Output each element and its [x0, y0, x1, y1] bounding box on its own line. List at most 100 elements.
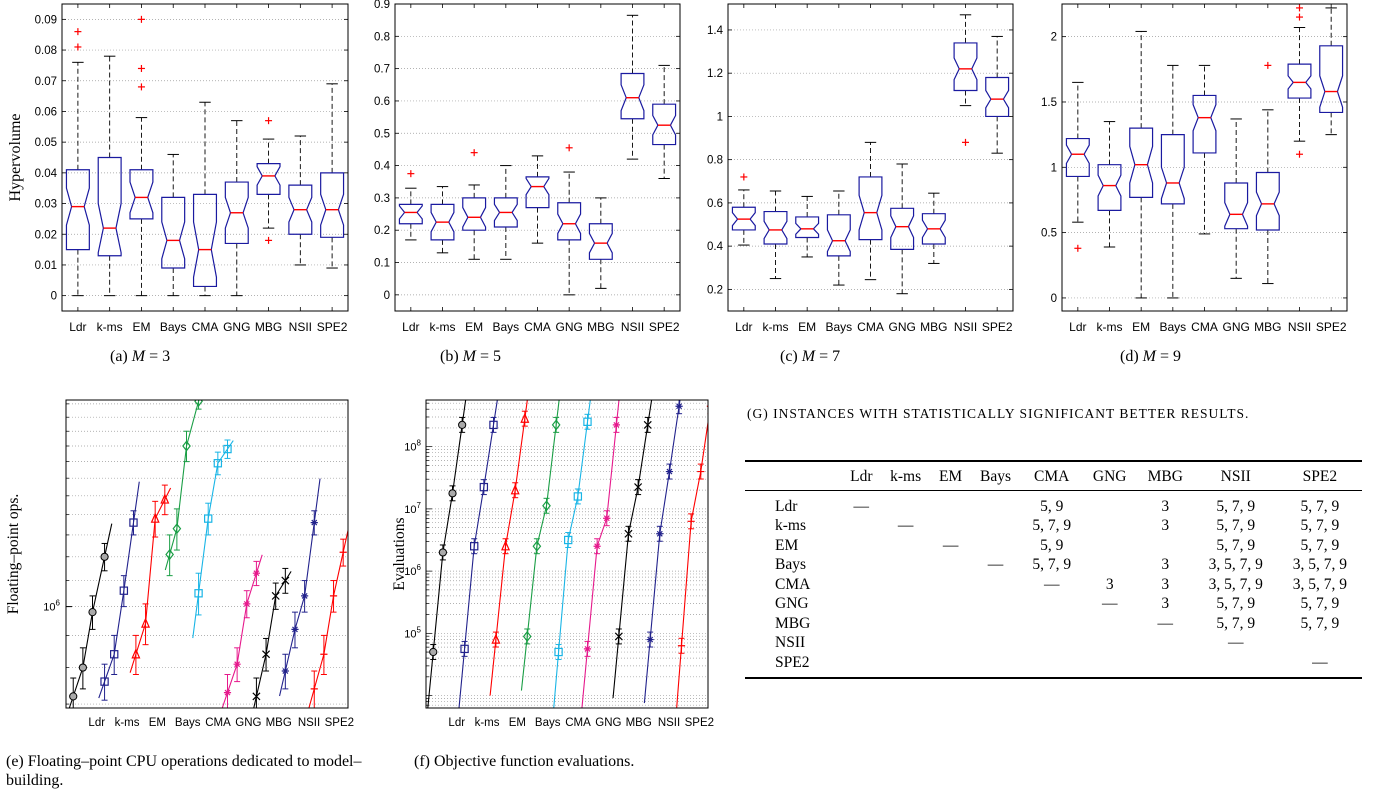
xtick-label: CMA	[857, 320, 884, 334]
xtick-label: k-ms	[115, 717, 140, 729]
point-NSII	[675, 402, 683, 410]
table-row: EM — 5, 9 5, 7, 9 5, 7, 9	[745, 536, 1362, 556]
table-cell	[931, 491, 970, 517]
column-header-k-ms: k-ms	[890, 468, 922, 485]
point-EM	[131, 648, 141, 659]
table-row: CMA — 3 3 3, 5, 7, 9 3, 5, 7, 9	[745, 575, 1362, 595]
point-MBG	[252, 692, 261, 701]
ytick-label: 108	[404, 439, 421, 454]
point-GNG	[252, 569, 261, 577]
ytick-label: 0.8	[707, 155, 723, 167]
point-MBG	[643, 420, 652, 429]
table-cell: —	[1043, 575, 1060, 593]
ytick-label: 0.08	[35, 45, 57, 57]
point-GNG	[612, 421, 621, 429]
table-cell	[880, 595, 931, 615]
xtick-label: Ldr	[448, 717, 465, 729]
table-cell: 5, 7, 9	[1300, 614, 1340, 632]
row-label: NSII	[775, 634, 806, 652]
table-cell	[1021, 614, 1083, 634]
box-GNG	[890, 207, 915, 250]
point-EM	[501, 540, 511, 551]
xtick-label: NSII	[621, 320, 644, 334]
table-header-row: Ldr k-ms EM Bays CMA GNG MBG NSII SPE2	[745, 461, 1362, 491]
box-NSII	[288, 184, 313, 235]
table-cell	[1083, 556, 1137, 576]
column-header-EM: EM	[938, 468, 963, 485]
xtick-label: EM	[1132, 320, 1150, 334]
point-CMA	[554, 647, 563, 657]
point-CMA	[213, 459, 223, 468]
column-header-NSII: NSII	[1220, 468, 1251, 485]
xtick-label: k-ms	[97, 320, 123, 334]
caption-c: (c) M = 7	[780, 348, 841, 365]
box-Bays	[1160, 134, 1185, 205]
table-cell	[880, 634, 931, 654]
table-cell	[1083, 517, 1137, 537]
series-line-SPE2	[308, 527, 348, 708]
table-cell	[970, 614, 1021, 634]
point-EM	[491, 633, 501, 644]
table-cell	[1083, 634, 1137, 654]
point-GNG	[223, 689, 232, 697]
table-cell: 3	[1161, 517, 1170, 535]
plot-frame	[727, 3, 1014, 312]
table-cell	[880, 491, 931, 517]
xtick-label: Ldr	[88, 717, 105, 729]
point-MBG	[634, 483, 643, 492]
xtick-label: MBG	[1254, 320, 1281, 334]
row-label: k-ms	[775, 517, 806, 535]
box-NSII	[953, 42, 978, 92]
point-NSII	[301, 592, 309, 600]
table-cell: 5, 7, 9	[1300, 536, 1340, 554]
ytick-label: 0.3	[374, 193, 390, 205]
ytick-label: 0.07	[35, 76, 57, 88]
table-body: Ldr —5, 9 3 5, 7, 9 5, 7, 9 k-ms —5, 7, 9 3 5, 7…	[745, 491, 1362, 678]
chart-hypervolume-m9: 0 0.5 1 1.5 2 Ldr k-ms EM Bays CMA GNG MBG NSII SPE2	[1041, 3, 1348, 334]
table-cell: 5, 7, 9	[1032, 556, 1072, 574]
ytick-label: 0.7	[374, 64, 390, 76]
series-line-Ldr	[427, 400, 467, 708]
table-cell	[970, 517, 1021, 537]
row-label: Ldr	[775, 497, 798, 515]
table-caption: (g) Instances with statistically signifi…	[747, 406, 1250, 421]
point-CMA	[583, 417, 592, 426]
ytick-label: 1	[717, 111, 723, 123]
point-NSII	[656, 530, 664, 538]
box-k-ms	[430, 203, 455, 241]
xtick-label: Ldr	[402, 320, 419, 334]
table-cell	[1278, 634, 1362, 654]
table-cell	[1137, 653, 1194, 678]
table-cell	[1083, 614, 1137, 634]
ytick-label: 0.04	[35, 168, 58, 180]
xtick-label: SPE2	[982, 320, 1013, 334]
ytick-label: 1	[1051, 162, 1057, 174]
table-cell	[1021, 595, 1083, 615]
xtick-label: GNG	[888, 320, 915, 334]
box-Bays	[161, 196, 186, 269]
point-k-ms	[119, 586, 129, 595]
box-k-ms	[97, 156, 122, 257]
xtick-label: GNG	[223, 320, 250, 334]
xtick-label: Ldr	[735, 320, 752, 334]
table-cell	[1083, 491, 1137, 517]
plot-frame	[65, 399, 349, 709]
chart-hypervolume-m3: 0 0.01 0.02 0.03 0.04 0.05 0.06 0.07 0.08 0.09 Ldr…	[7, 3, 349, 334]
table-cell	[970, 595, 1021, 615]
box-NSII	[620, 72, 645, 120]
xtick-label: NSII	[289, 320, 312, 334]
xtick-label: MBG	[587, 320, 614, 334]
xtick-label: NSII	[298, 717, 320, 729]
xtick-label: CMA	[205, 717, 231, 729]
xtick-label: CMA	[1191, 320, 1218, 334]
box-Bays	[493, 197, 518, 228]
xtick-label: MBG	[920, 320, 947, 334]
ytick-label: 0.05	[35, 137, 57, 149]
table-cell	[842, 595, 880, 615]
ytick-label: 0.8	[374, 31, 390, 43]
xtick-label: Bays	[160, 320, 187, 334]
table-cell	[931, 653, 970, 678]
row-label: Bays	[775, 556, 806, 574]
table-cell	[842, 653, 880, 678]
series-line-NSII	[643, 400, 681, 704]
